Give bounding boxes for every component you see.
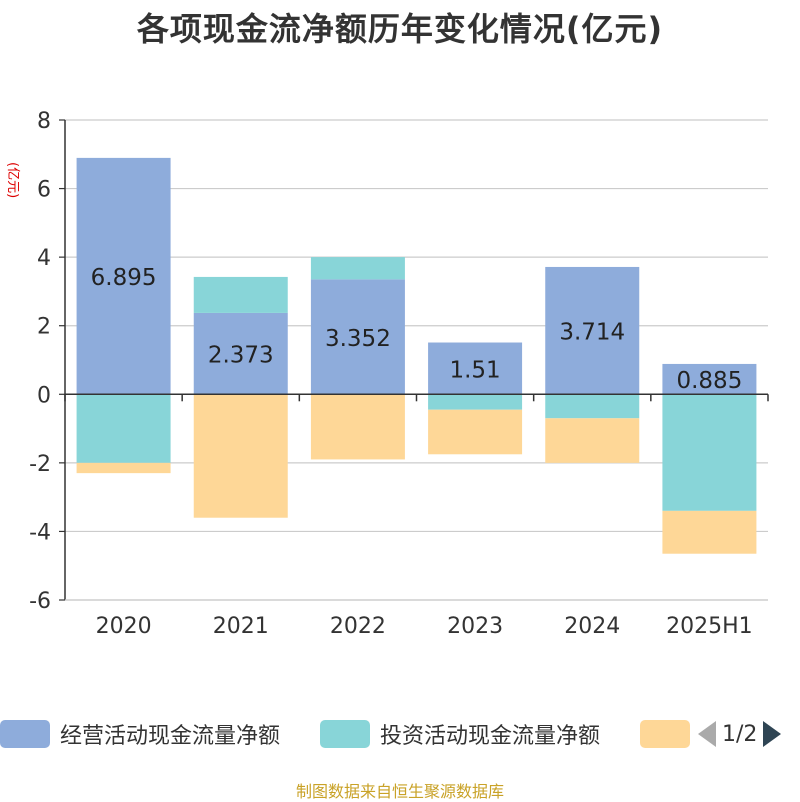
data-label: 3.352 (325, 326, 391, 352)
x-tick-label: 2021 (213, 614, 269, 639)
y-tick-label: 6 (37, 178, 51, 203)
legend-pager: 1/2 (698, 716, 782, 752)
bar-2-2021 (193, 394, 288, 518)
bar-2-2020 (76, 462, 171, 474)
bar-0-2025H1 (662, 363, 757, 395)
bar-1-2025H1 (662, 394, 757, 511)
legend-swatch-investing (320, 720, 370, 748)
legend-prev-icon[interactable] (698, 721, 716, 747)
bar-0-2023 (428, 342, 523, 395)
legend-item-operating[interactable]: 经营活动现金流量净额 (0, 716, 280, 752)
y-tick-label: 4 (37, 246, 51, 271)
source-footer: 制图数据来自恒生聚源数据库 (295, 782, 504, 801)
legend-next-icon[interactable] (763, 721, 782, 747)
bar-2-2023 (428, 409, 523, 455)
x-tick-label: 2023 (447, 614, 503, 639)
bar-1-2023 (428, 394, 523, 410)
x-tick-label: 2024 (564, 614, 620, 639)
bar-2-2025H1 (662, 510, 757, 554)
legend-label-operating: 经营活动现金流量净额 (60, 724, 281, 749)
chart-title: 各项现金流净额历年变化情况(亿元) (136, 10, 664, 48)
y-tick-label: -4 (29, 520, 51, 545)
data-label: 3.714 (559, 320, 625, 346)
x-tick-label: 2020 (96, 614, 152, 639)
bar-0-2021 (193, 312, 288, 395)
legend: 经营活动现金流量净额 投资活动现金流量净额 1/2 (0, 716, 800, 752)
legend-item-financing[interactable] (640, 716, 690, 752)
bar-1-2020 (76, 394, 171, 463)
bar-1-2021 (193, 276, 288, 313)
x-tick-label: 2025H1 (666, 614, 753, 639)
y-tick-label: 0 (37, 383, 51, 408)
data-label: 6.895 (91, 265, 157, 291)
bar-2-2022 (310, 394, 405, 460)
y-tick-label: -2 (29, 452, 51, 477)
legend-page-indicator: 1/2 (722, 721, 758, 747)
chart-plot: -6 -4 -2 0 2 4 6 8 6.895 2.373 3.352 1.51 3.714 0.885… (29, 109, 769, 639)
bar-0-2020 (76, 157, 171, 395)
legend-item-investing[interactable]: 投资活动现金流量净额 (320, 716, 600, 752)
bar-1-2024 (545, 394, 640, 419)
legend-swatch-operating (0, 720, 50, 748)
data-label: 0.885 (676, 368, 742, 394)
x-tick-label: 2022 (330, 614, 386, 639)
data-label: 1.51 (449, 357, 500, 383)
data-label: 2.373 (208, 343, 274, 369)
y-tick-label: -6 (29, 589, 51, 614)
legend-label-investing: 投资活动现金流量净额 (380, 724, 601, 749)
bar-0-2022 (310, 279, 405, 395)
legend-swatch-financing (640, 720, 690, 748)
bar-0-2024 (545, 266, 640, 395)
y-tick-label: 8 (37, 109, 51, 134)
bar-2-2024 (545, 418, 640, 463)
bar-1-2022 (310, 257, 405, 280)
y-tick-label: 2 (37, 315, 51, 340)
